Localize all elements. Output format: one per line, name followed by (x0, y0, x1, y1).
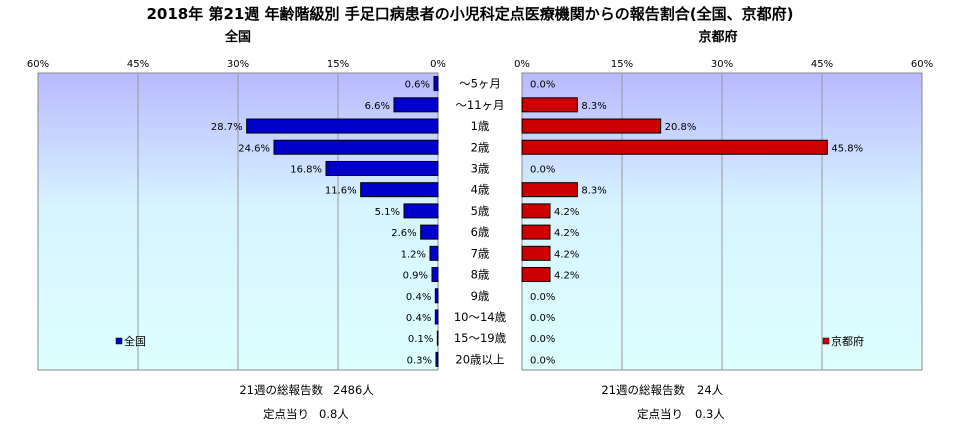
bar-label-kyoto: 0.0% (530, 355, 555, 366)
category-label: 15～19歳 (454, 331, 507, 345)
bar-label-kyoto: 8.3% (581, 101, 606, 112)
bar-label-kyoto: 0.0% (530, 334, 555, 345)
legend-right: 京都府 (822, 334, 864, 348)
bar-label-kyoto: 8.3% (581, 186, 606, 197)
category-label: 3歳 (471, 161, 490, 175)
category-label: ～11ヶ月 (455, 98, 504, 112)
footer-right-per-value: 0.3人 (695, 407, 725, 421)
left-tick-label: 15% (327, 59, 349, 70)
bar-label-national: 11.6% (325, 186, 357, 197)
bar-label-kyoto: 0.0% (530, 80, 555, 91)
left-tick-label: 0% (430, 59, 446, 70)
bar-label-national: 0.4% (406, 292, 431, 303)
bar-kyoto (521, 182, 578, 198)
footer-left-per-value: 0.8人 (319, 407, 349, 421)
category-label: 4歳 (471, 183, 490, 197)
bar-label-kyoto: 4.2% (554, 271, 579, 282)
bar-label-kyoto: 4.2% (554, 249, 579, 260)
bar-label-kyoto: 4.2% (554, 228, 579, 239)
bar-kyoto (521, 139, 828, 155)
bar-label-national: 16.8% (290, 164, 322, 175)
left-tick-label: 60% (27, 59, 49, 70)
right-tick-label: 0% (514, 59, 530, 70)
chart-title: 2018年 第21週 年齢階級別 手足口病患者の小児科定点医療機関からの報告割合… (146, 5, 793, 23)
category-label: 7歳 (471, 246, 490, 260)
category-label: ～5ヶ月 (459, 77, 501, 91)
bar-national (434, 288, 439, 304)
bar-label-kyoto: 20.8% (665, 122, 697, 133)
bar-kyoto (521, 224, 551, 240)
bar-national (436, 330, 439, 346)
category-label: 10～14歳 (454, 310, 507, 324)
bar-national (435, 351, 439, 367)
bar-label-national: 0.6% (405, 80, 430, 91)
bar-national (420, 224, 439, 240)
left-panel-title: 全国 (224, 29, 251, 45)
bar-kyoto (521, 267, 551, 283)
legend-left-label: 全国 (124, 334, 146, 348)
legend-left-swatch (115, 337, 123, 345)
left-tick-label: 30% (227, 59, 249, 70)
category-label: 20歳以上 (455, 352, 504, 366)
bar-kyoto (521, 118, 662, 134)
right-tick-label: 30% (711, 59, 733, 70)
footer-left-total-value: 2486人 (333, 383, 374, 397)
bar-national (429, 245, 439, 261)
bar-kyoto (521, 203, 551, 219)
bar-label-national: 24.6% (238, 143, 270, 154)
bar-kyoto (521, 245, 551, 261)
right-tick-label: 45% (811, 59, 833, 70)
bar-label-national: 0.4% (406, 313, 431, 324)
bar-national (273, 139, 439, 155)
category-label: 2歳 (471, 140, 490, 154)
footer-right-total-value: 24人 (697, 383, 724, 397)
legend-right-label: 京都府 (831, 334, 864, 348)
bar-kyoto (521, 97, 578, 113)
bar-national (433, 76, 439, 92)
footer-left-total-label: 21週の総報告数 (239, 383, 323, 397)
left-tick-label: 45% (127, 59, 149, 70)
bar-label-kyoto: 0.0% (530, 292, 555, 303)
footer-left-per-label: 定点当り (263, 407, 309, 421)
footer-left: 21週の総報告数 2486人 定点当り 0.8人 (239, 383, 374, 421)
bar-label-national: 28.7% (211, 122, 243, 133)
category-label: 5歳 (471, 204, 490, 218)
bar-label-kyoto: 4.2% (554, 207, 579, 218)
category-label: 9歳 (471, 289, 490, 303)
category-label: 1歳 (471, 119, 490, 133)
legend-right-swatch (822, 337, 830, 345)
bar-national (393, 97, 439, 113)
category-label: 6歳 (471, 225, 490, 239)
bar-label-national: 6.6% (365, 101, 390, 112)
footer-right-per-label: 定点当り (637, 407, 683, 421)
right-tick-label: 60% (911, 59, 933, 70)
bar-label-national: 5.1% (375, 207, 400, 218)
legend-left: 全国 (115, 334, 146, 348)
bar-label-kyoto: 45.8% (831, 143, 863, 154)
right-tick-label: 15% (611, 59, 633, 70)
bar-national (403, 203, 439, 219)
bar-label-national: 0.1% (408, 334, 433, 345)
bar-label-national: 1.2% (401, 249, 426, 260)
bar-label-kyoto: 0.0% (530, 313, 555, 324)
bar-national (360, 182, 439, 198)
footer-right-total-label: 21週の総報告数 (601, 383, 685, 397)
category-label: 8歳 (471, 268, 490, 282)
bar-national (434, 309, 439, 325)
bar-label-national: 2.6% (391, 228, 416, 239)
bar-label-kyoto: 0.0% (530, 164, 555, 175)
bar-national (246, 118, 439, 134)
bar-national (325, 160, 439, 176)
bar-label-national: 0.3% (407, 355, 432, 366)
bar-national (431, 267, 439, 283)
right-panel-title: 京都府 (698, 29, 737, 45)
bar-label-national: 0.9% (403, 271, 428, 282)
footer-right: 21週の総報告数 24人 定点当り 0.3人 (601, 383, 725, 421)
